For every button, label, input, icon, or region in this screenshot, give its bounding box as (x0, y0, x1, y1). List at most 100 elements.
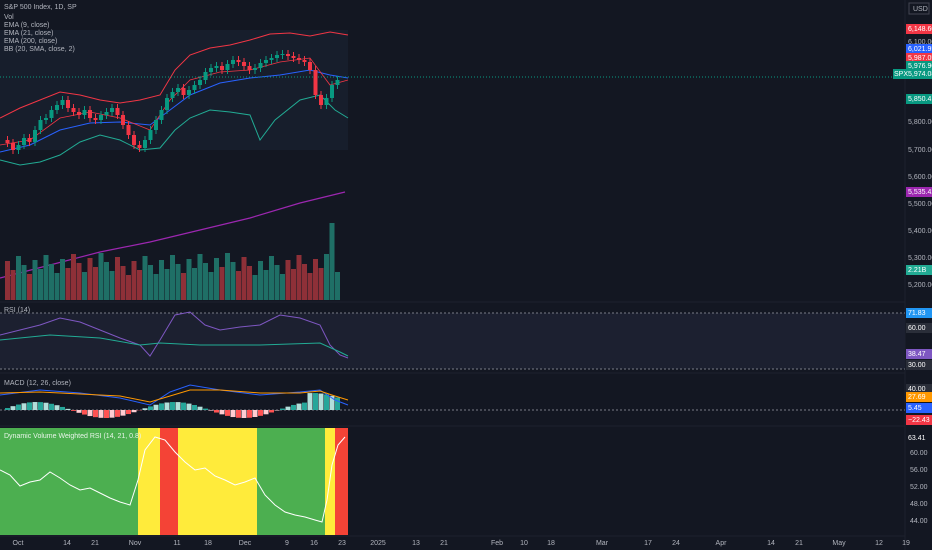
volume-bar (98, 253, 104, 300)
volume-bar (16, 256, 21, 300)
volume-bar (203, 263, 208, 300)
macd-bar (269, 410, 274, 413)
macd-bar (318, 393, 324, 410)
price-axis-label: 5,500.00 (908, 201, 932, 208)
volume-bar (236, 271, 241, 300)
candle-body (148, 130, 153, 140)
volume-bar (208, 272, 214, 300)
volume-bar (115, 257, 120, 300)
price-axis-label: 5,400.00 (908, 228, 932, 235)
dvrsi-zones (0, 428, 348, 535)
candle-body (253, 68, 257, 70)
rsi-badge: 71.83 (906, 308, 932, 318)
badge-text: 27.69 (908, 394, 926, 401)
time-axis-label: 21 (795, 540, 803, 547)
price-axis-label: 6,100.00 (908, 39, 932, 46)
price-badge: 6,021.95 (906, 44, 932, 54)
macd-bar (208, 410, 214, 411)
volume-bar (280, 274, 285, 300)
dvrsi-badge: 63.41 (906, 433, 932, 443)
macd-bar (153, 404, 159, 410)
macd-bar (280, 408, 285, 410)
candle-body (154, 120, 158, 130)
currency: USD (913, 6, 928, 13)
candle-body (231, 60, 235, 64)
candle-body (71, 108, 76, 112)
rsi-line (0, 311, 349, 359)
volume-bar (192, 268, 197, 300)
macd-bar (131, 410, 137, 413)
macd-bar (274, 410, 280, 411)
volume-bar (76, 263, 82, 300)
candle-body (77, 112, 81, 115)
volume-bar (120, 266, 126, 300)
price-badge: 2.21B (906, 265, 932, 275)
candle-body (187, 90, 191, 95)
time-axis-label: 16 (310, 540, 318, 547)
macd-bar (285, 406, 291, 410)
time-axis-label: 11 (173, 540, 180, 547)
volume-bar (10, 270, 16, 300)
dvrsi-line (0, 436, 346, 523)
candle-body (143, 140, 147, 148)
volume-bar (219, 267, 225, 300)
time-axis-label: May (832, 540, 846, 547)
macd-bar (307, 393, 313, 410)
macd-bar (93, 410, 98, 418)
macd-label: MACD (12, 26, close) (4, 380, 71, 387)
macd-bar (148, 406, 153, 410)
volume-bar (159, 260, 164, 300)
macd-bar (170, 402, 175, 410)
macd-bar (247, 410, 252, 418)
volume-bar (87, 258, 93, 300)
badge-bg (906, 360, 932, 370)
badge-bg (906, 61, 932, 71)
candle-body (335, 80, 340, 85)
tag-bg (893, 69, 906, 79)
signal-line (0, 389, 349, 403)
macd-bar (291, 404, 296, 410)
volume-bar (230, 262, 236, 300)
badge-text: 6,021.95 (908, 46, 932, 53)
macd-bar (5, 408, 10, 410)
candle-body (93, 118, 98, 120)
volume-bar (313, 259, 318, 300)
candle-body (165, 98, 169, 110)
badge-text: 30.00 (908, 362, 926, 369)
volume-bar (269, 256, 274, 300)
candle-body (203, 72, 208, 80)
volume-bar (329, 223, 335, 300)
volume-bar (335, 272, 340, 300)
time-axis-label: Oct (13, 540, 24, 547)
rsi-label: RSI (14) (4, 307, 30, 314)
macd-badge: 27.69 (906, 392, 932, 402)
volume-bar (93, 267, 98, 300)
badge-text: 5,850.41 (908, 96, 932, 103)
bb-fill (0, 30, 348, 150)
candle-body (220, 66, 224, 70)
ema-21 (0, 69, 349, 153)
macd-bar (60, 406, 65, 410)
candle-body (324, 98, 329, 105)
price-badge: 5,974.08 (906, 69, 932, 79)
symbol-tag: SPX (893, 69, 908, 79)
macd-bar (126, 410, 131, 415)
volume-bar (296, 255, 302, 300)
macd-bar (197, 406, 203, 410)
volume-bar (5, 261, 10, 300)
time-axis-label: 14 (63, 540, 71, 547)
badge-bg (906, 384, 932, 394)
badge-bg (906, 392, 932, 402)
pane-separators (0, 0, 906, 550)
candle-body (286, 54, 290, 56)
macd-bar (21, 403, 27, 410)
price-badge: 5,976.90 (906, 61, 932, 71)
price-axis-label: 5,200.00 (908, 282, 932, 289)
macd-bar (181, 402, 186, 410)
macd-bar (241, 410, 247, 418)
volume-bar (142, 256, 148, 300)
time-axis-label: 21 (91, 540, 99, 547)
macd-bar (54, 405, 60, 410)
candle-body (55, 105, 59, 110)
candle-body (16, 145, 21, 150)
